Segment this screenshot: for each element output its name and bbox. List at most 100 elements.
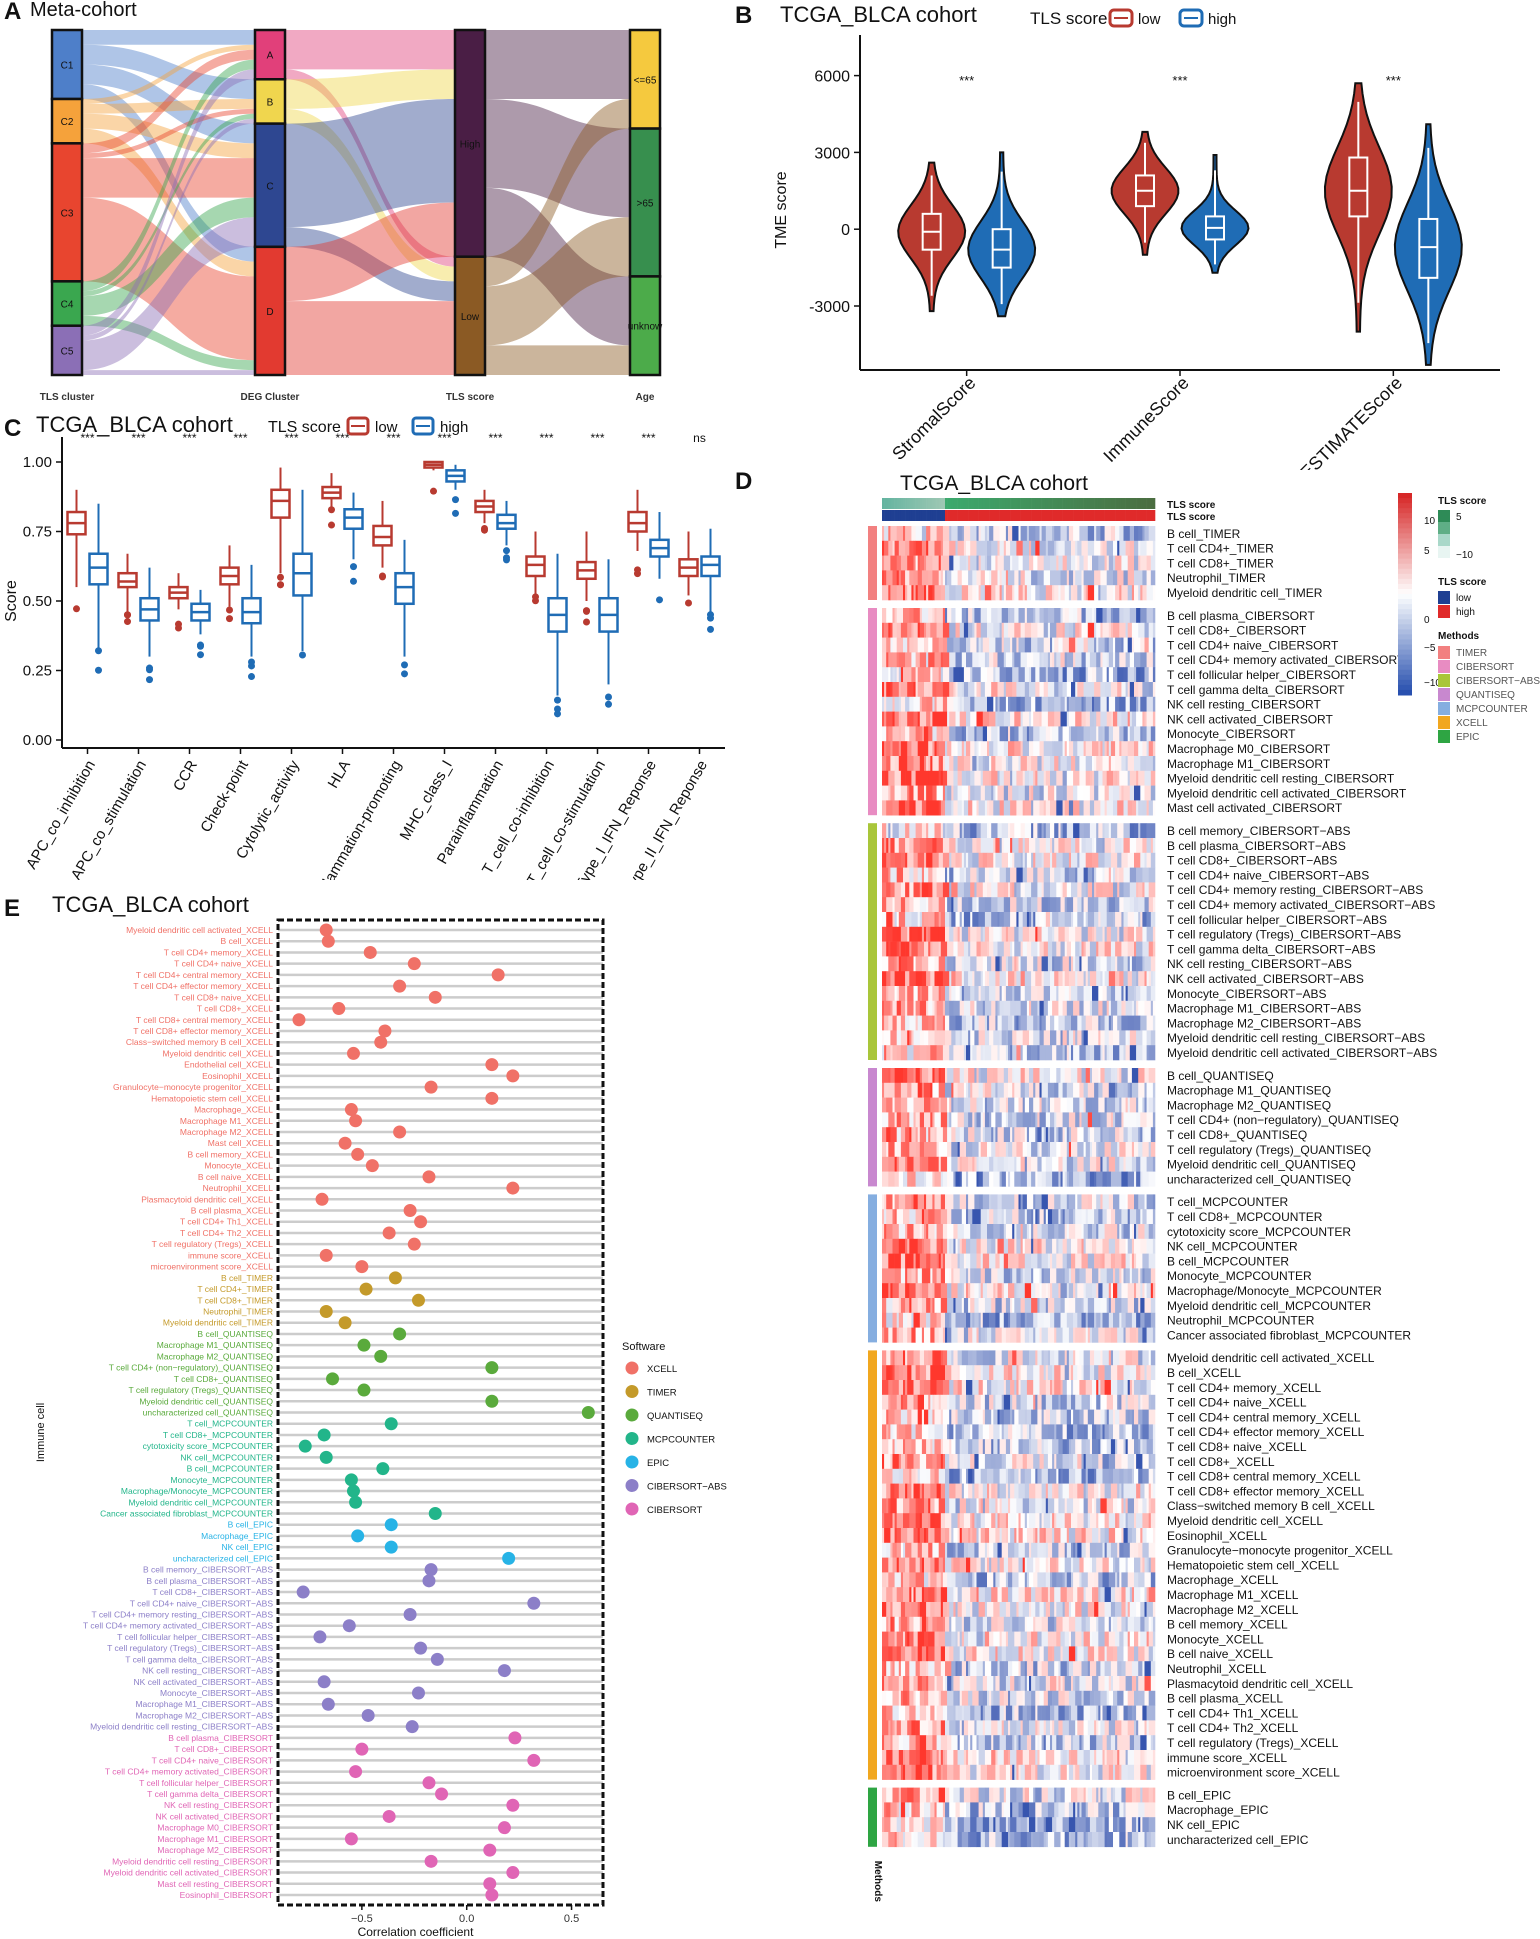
heatmap-cell: [1146, 852, 1152, 868]
heatmap-cell: [970, 1268, 975, 1284]
heatmap-cell: [1062, 667, 1068, 683]
heatmap-cell: [909, 1498, 916, 1514]
sankey-node-label: C: [266, 181, 273, 192]
heatmap-cell: [1012, 956, 1015, 972]
heatmap-cell: [1026, 1000, 1030, 1016]
heatmap-cell: [940, 1409, 944, 1425]
heatmap-cell: [898, 726, 902, 742]
annotation-cell: [1010, 510, 1013, 521]
heatmap-cell: [972, 1380, 979, 1396]
heatmap-cell: [1008, 696, 1011, 712]
heatmap-cell: [1136, 1030, 1143, 1046]
heatmap-cell: [1115, 1409, 1120, 1425]
heatmap-cell: [1033, 1528, 1036, 1544]
heatmap-cell: [926, 1454, 933, 1470]
heatmap-cell: [919, 1142, 925, 1158]
sankey-flow: [485, 99, 630, 218]
heatmap-cell: [955, 1127, 960, 1143]
annotation-cell: [936, 510, 939, 521]
heatmap-cell: [1068, 1171, 1074, 1187]
heatmap-cell: [961, 956, 965, 972]
heatmap-cell: [936, 1380, 944, 1396]
heatmap-cell: [882, 882, 887, 898]
heatmap-cell: [882, 1454, 885, 1470]
heatmap-cell: [1129, 1097, 1137, 1113]
heatmap-cell: [932, 986, 939, 1002]
heatmap-cell: [968, 585, 973, 601]
heatmap-cell: [1134, 1283, 1137, 1299]
chart-title: TCGA_BLCA cohort: [900, 472, 1088, 495]
heatmap-cell: [1136, 941, 1143, 957]
heatmap-cell: [1150, 1483, 1154, 1499]
heatmap-cell: [1104, 867, 1110, 883]
heatmap-cell: [999, 926, 1002, 942]
heatmap-cell: [1087, 882, 1093, 898]
heatmap-cell: [907, 1350, 914, 1366]
heatmap-cell: [1020, 741, 1023, 757]
heatmap-cell: [940, 1112, 948, 1128]
heatmap-cell: [1104, 823, 1110, 839]
heatmap-cell: [991, 682, 998, 698]
heatmap-cell: [907, 1380, 914, 1396]
heatmap-cell: [1022, 1112, 1026, 1128]
heatmap-cell: [1108, 867, 1112, 883]
heatmap-cell: [884, 1000, 891, 1016]
heatmap-cell: [972, 1045, 977, 1061]
heatmap-cell: [1144, 1127, 1152, 1143]
heatmap-cell: [976, 838, 981, 854]
heatmap-cell: [963, 1224, 971, 1240]
heatmap-cell: [1026, 1194, 1034, 1210]
heatmap-cell: [1129, 956, 1133, 972]
heatmap-cell: [1140, 1394, 1143, 1410]
heatmap-cell: [972, 1112, 975, 1128]
heatmap-cell: [1022, 838, 1026, 854]
heatmap-cell: [1121, 1483, 1124, 1499]
heatmap-cell: [938, 570, 942, 586]
heatmap-cell: [882, 637, 887, 653]
heatmap-cell: [980, 585, 986, 601]
heatmap-cell: [909, 1468, 912, 1484]
heatmap-cell: [1094, 608, 1097, 624]
heatmap-cell: [909, 897, 914, 913]
heatmap-cell: [1131, 1468, 1135, 1484]
heatmap-cell: [1068, 1365, 1072, 1381]
heatmap-cell: [1121, 1253, 1126, 1269]
heatmap-cell: [898, 823, 906, 839]
heatmap-cell: [1092, 926, 1095, 942]
heatmap-cell: [928, 652, 935, 668]
heatmap-cell: [1077, 882, 1082, 898]
heatmap-cell: [1018, 1439, 1023, 1455]
heatmap-cell: [909, 608, 914, 624]
heatmap-cell: [892, 1068, 895, 1084]
heatmap-cell: [1062, 1394, 1068, 1410]
heatmap-cell: [997, 1045, 1000, 1061]
heatmap-cell: [1008, 1483, 1011, 1499]
heatmap-cell: [1119, 608, 1124, 624]
heatmap-cell: [1045, 1483, 1049, 1499]
heatmap-cell: [961, 526, 965, 542]
annotation-cell: [1066, 498, 1070, 509]
heatmap-cell: [991, 838, 994, 854]
heatmap-cell: [1119, 867, 1124, 883]
heatmap-cell: [900, 622, 908, 638]
heatmap-cell: [1115, 838, 1122, 854]
heatmap-cell: [1029, 1498, 1036, 1514]
sankey-node: [453, 28, 487, 258]
heatmap-cell: [959, 1068, 965, 1084]
heatmap-cell: [1134, 540, 1139, 556]
heatmap-cell: [1073, 897, 1078, 913]
heatmap-cell: [886, 1224, 893, 1240]
annotation-cell: [1150, 510, 1154, 521]
heatmap-cell: [1113, 608, 1120, 624]
heatmap-cell: [1152, 1439, 1156, 1455]
heatmap-cell: [949, 1000, 954, 1016]
heatmap-cell: [1092, 1068, 1099, 1084]
heatmap-cell: [915, 1112, 921, 1128]
heatmap-cell: [913, 1238, 918, 1254]
y-tick-label: 3000: [814, 145, 850, 162]
heatmap-cell: [997, 711, 1005, 727]
heatmap-cell: [1020, 1238, 1023, 1254]
heatmap-cell: [1010, 1498, 1017, 1514]
heatmap-cell: [955, 1015, 963, 1031]
heatmap-cell: [1043, 1068, 1051, 1084]
